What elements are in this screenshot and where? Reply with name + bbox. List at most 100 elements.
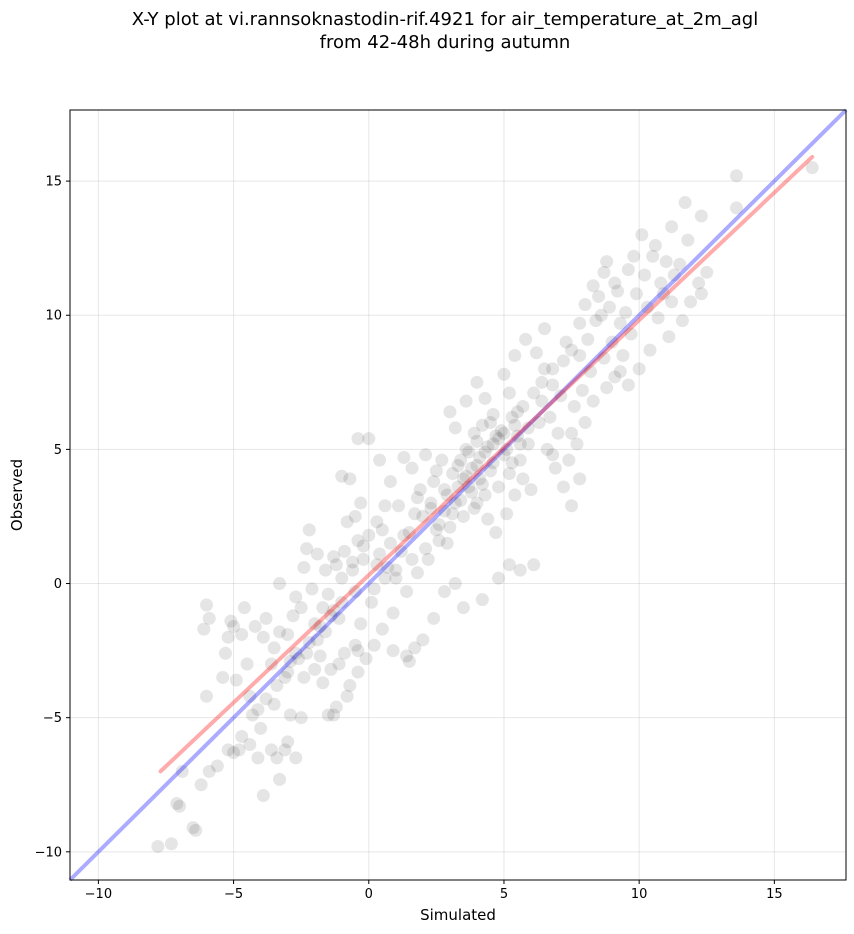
data-point bbox=[516, 399, 530, 413]
data-point bbox=[264, 743, 278, 757]
data-point bbox=[448, 421, 462, 435]
data-point bbox=[337, 544, 351, 558]
data-point bbox=[389, 571, 403, 585]
data-point bbox=[454, 453, 468, 467]
data-point bbox=[340, 515, 354, 529]
data-point bbox=[648, 238, 662, 252]
data-point bbox=[254, 721, 268, 735]
data-point bbox=[597, 351, 611, 365]
data-point bbox=[308, 662, 322, 676]
data-point bbox=[340, 689, 354, 703]
data-point bbox=[659, 255, 673, 269]
data-point bbox=[467, 501, 481, 515]
data-point bbox=[597, 265, 611, 279]
data-point bbox=[510, 405, 524, 419]
data-point bbox=[310, 633, 324, 647]
data-point bbox=[565, 343, 579, 357]
data-point bbox=[394, 544, 408, 558]
data-point bbox=[451, 458, 465, 472]
data-point bbox=[319, 563, 333, 577]
data-point bbox=[246, 708, 260, 722]
data-point bbox=[581, 332, 595, 346]
data-point bbox=[592, 289, 606, 303]
grid-lines bbox=[70, 110, 846, 880]
data-point bbox=[473, 472, 487, 486]
data-point bbox=[243, 738, 257, 752]
data-point bbox=[402, 526, 416, 540]
data-point bbox=[546, 378, 560, 392]
data-point bbox=[308, 617, 322, 631]
data-point bbox=[586, 279, 600, 293]
data-point bbox=[302, 523, 316, 537]
data-point bbox=[362, 528, 376, 542]
data-point bbox=[535, 394, 549, 408]
data-point bbox=[221, 743, 235, 757]
data-point bbox=[356, 539, 370, 553]
data-point bbox=[386, 644, 400, 658]
data-point bbox=[489, 526, 503, 540]
data-point bbox=[551, 426, 565, 440]
data-point bbox=[473, 450, 487, 464]
data-point bbox=[616, 348, 630, 362]
data-point bbox=[424, 501, 438, 515]
data-point bbox=[600, 255, 614, 269]
data-point bbox=[611, 284, 625, 298]
data-point bbox=[505, 410, 519, 424]
data-point bbox=[218, 646, 232, 660]
data-point bbox=[465, 485, 479, 499]
data-point bbox=[456, 509, 470, 523]
data-point bbox=[289, 751, 303, 765]
data-point bbox=[556, 354, 570, 368]
data-point bbox=[462, 445, 476, 459]
data-point bbox=[502, 467, 516, 481]
data-point bbox=[684, 295, 698, 309]
data-point bbox=[259, 611, 273, 625]
data-point bbox=[437, 483, 451, 497]
data-point bbox=[273, 577, 287, 591]
data-point bbox=[521, 421, 535, 435]
data-point bbox=[332, 611, 346, 625]
data-point bbox=[513, 453, 527, 467]
data-point bbox=[554, 389, 568, 403]
data-point bbox=[475, 593, 489, 607]
data-point bbox=[524, 483, 538, 497]
data-point bbox=[510, 429, 524, 443]
data-point bbox=[500, 442, 514, 456]
data-point bbox=[678, 196, 692, 210]
data-point bbox=[389, 563, 403, 577]
data-point bbox=[608, 370, 622, 384]
data-point bbox=[397, 528, 411, 542]
data-point bbox=[251, 703, 265, 717]
data-point bbox=[486, 408, 500, 422]
data-point bbox=[173, 799, 187, 813]
data-point bbox=[194, 778, 208, 792]
data-point bbox=[321, 587, 335, 601]
data-point bbox=[494, 424, 508, 438]
data-point bbox=[329, 558, 343, 572]
data-point bbox=[419, 542, 433, 556]
data-point bbox=[224, 614, 238, 628]
x-tick-label: 0 bbox=[365, 887, 373, 902]
data-point bbox=[492, 480, 506, 494]
data-point bbox=[273, 772, 287, 786]
data-point bbox=[483, 416, 497, 430]
data-point bbox=[656, 287, 670, 301]
data-point bbox=[665, 220, 679, 234]
data-point bbox=[229, 673, 243, 687]
data-point bbox=[216, 670, 230, 684]
data-point bbox=[573, 316, 587, 330]
data-point bbox=[654, 276, 668, 290]
data-point bbox=[370, 515, 384, 529]
data-point bbox=[170, 797, 184, 811]
data-point bbox=[613, 316, 627, 330]
data-point bbox=[578, 298, 592, 312]
data-point bbox=[256, 630, 270, 644]
data-point bbox=[302, 636, 316, 650]
data-point bbox=[243, 689, 257, 703]
data-point bbox=[416, 509, 430, 523]
data-point bbox=[478, 445, 492, 459]
data-point bbox=[354, 496, 368, 510]
data-point bbox=[486, 456, 500, 470]
x-tick-label: 10 bbox=[631, 887, 648, 902]
data-point bbox=[300, 646, 314, 660]
